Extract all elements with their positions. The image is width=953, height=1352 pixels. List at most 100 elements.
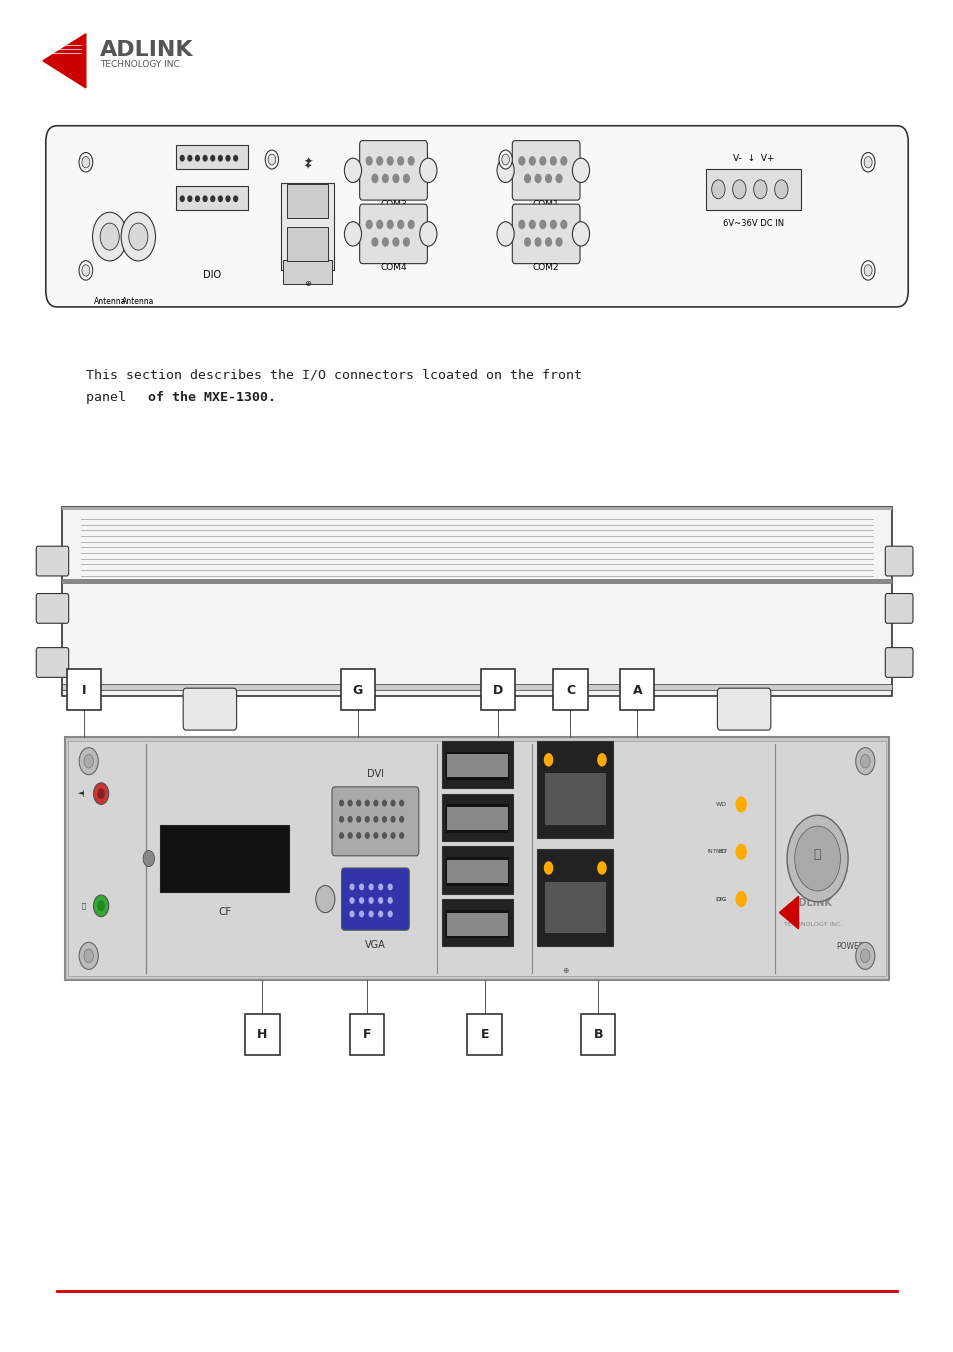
Circle shape xyxy=(545,238,551,246)
Bar xyxy=(441,846,513,894)
FancyBboxPatch shape xyxy=(183,688,236,730)
Circle shape xyxy=(100,223,119,250)
Circle shape xyxy=(374,817,377,822)
Bar xyxy=(67,669,101,710)
Circle shape xyxy=(572,222,589,246)
Circle shape xyxy=(387,157,393,165)
Circle shape xyxy=(374,800,377,806)
Circle shape xyxy=(711,180,724,199)
Polygon shape xyxy=(779,896,798,929)
Bar xyxy=(287,184,328,218)
Circle shape xyxy=(556,238,561,246)
Circle shape xyxy=(84,949,93,963)
Circle shape xyxy=(560,220,566,228)
Circle shape xyxy=(376,157,382,165)
Circle shape xyxy=(218,155,222,161)
FancyBboxPatch shape xyxy=(717,688,770,730)
Text: ✦: ✦ xyxy=(473,753,481,763)
Circle shape xyxy=(391,800,395,806)
Circle shape xyxy=(735,844,746,860)
Bar xyxy=(544,882,605,933)
Bar xyxy=(245,1014,279,1055)
Circle shape xyxy=(397,157,403,165)
Circle shape xyxy=(529,220,535,228)
Circle shape xyxy=(388,884,392,890)
Circle shape xyxy=(188,155,192,161)
Circle shape xyxy=(855,942,874,969)
Bar xyxy=(480,669,515,710)
Text: ✦: ✦ xyxy=(304,161,312,172)
Circle shape xyxy=(393,174,398,183)
Text: 🔊: 🔊 xyxy=(82,903,86,909)
Bar xyxy=(62,579,891,584)
Circle shape xyxy=(350,884,354,890)
Circle shape xyxy=(387,220,393,228)
Text: A: A xyxy=(632,684,641,698)
Circle shape xyxy=(369,911,373,917)
Bar xyxy=(445,910,509,938)
Bar xyxy=(287,227,328,261)
Bar xyxy=(281,183,334,270)
Circle shape xyxy=(348,817,352,822)
Circle shape xyxy=(861,261,874,280)
Circle shape xyxy=(560,157,566,165)
Text: ADLINK: ADLINK xyxy=(100,41,193,59)
Circle shape xyxy=(419,222,436,246)
Bar xyxy=(62,684,891,690)
Circle shape xyxy=(535,174,540,183)
Circle shape xyxy=(97,900,105,911)
Circle shape xyxy=(735,891,746,907)
Text: DIO: DIO xyxy=(203,270,220,280)
FancyBboxPatch shape xyxy=(884,648,912,677)
Circle shape xyxy=(365,800,369,806)
Circle shape xyxy=(543,861,553,875)
Circle shape xyxy=(366,157,372,165)
Circle shape xyxy=(211,196,214,201)
Circle shape xyxy=(195,196,199,201)
Circle shape xyxy=(556,174,561,183)
Circle shape xyxy=(794,826,840,891)
Bar xyxy=(553,669,587,710)
Circle shape xyxy=(501,154,509,165)
Circle shape xyxy=(388,898,392,903)
FancyBboxPatch shape xyxy=(46,126,907,307)
Circle shape xyxy=(372,174,377,183)
Circle shape xyxy=(545,174,551,183)
Circle shape xyxy=(397,220,403,228)
Text: COM1: COM1 xyxy=(532,200,559,208)
FancyBboxPatch shape xyxy=(884,546,912,576)
Circle shape xyxy=(350,911,354,917)
Circle shape xyxy=(597,861,606,875)
Text: This section describes the I/O connectors lcoated on the front: This section describes the I/O connector… xyxy=(86,368,581,381)
Circle shape xyxy=(378,911,382,917)
FancyBboxPatch shape xyxy=(36,594,69,623)
Bar xyxy=(537,849,613,946)
Circle shape xyxy=(597,753,606,767)
FancyBboxPatch shape xyxy=(884,594,912,623)
Bar xyxy=(283,260,332,284)
Bar xyxy=(447,913,507,936)
Circle shape xyxy=(315,886,335,913)
Bar xyxy=(537,741,613,838)
Text: TECHNOLOGY INC.: TECHNOLOGY INC. xyxy=(782,922,841,927)
Circle shape xyxy=(529,157,535,165)
Circle shape xyxy=(408,220,414,228)
Circle shape xyxy=(408,157,414,165)
Circle shape xyxy=(356,817,360,822)
FancyBboxPatch shape xyxy=(359,204,427,264)
Circle shape xyxy=(268,154,275,165)
Text: B: B xyxy=(593,1028,602,1041)
Circle shape xyxy=(518,157,524,165)
Text: COM4: COM4 xyxy=(380,264,406,272)
Circle shape xyxy=(180,196,184,201)
Circle shape xyxy=(497,222,514,246)
Text: ⏻: ⏻ xyxy=(813,848,821,861)
Circle shape xyxy=(365,833,369,838)
Text: of the MXE-1300.: of the MXE-1300. xyxy=(148,391,275,404)
Circle shape xyxy=(378,884,382,890)
Circle shape xyxy=(572,158,589,183)
Circle shape xyxy=(203,155,207,161)
Circle shape xyxy=(84,754,93,768)
FancyBboxPatch shape xyxy=(512,204,579,264)
Circle shape xyxy=(339,817,343,822)
